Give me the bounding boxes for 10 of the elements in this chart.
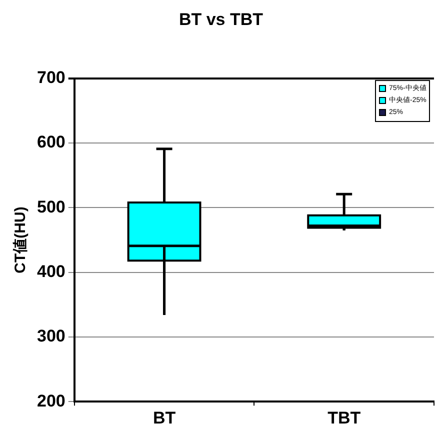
x-tick-label: BT (152, 408, 176, 428)
y-tick-label: 400 (36, 262, 66, 282)
y-tick-label: 600 (36, 132, 66, 152)
y-tick-label: 700 (36, 68, 66, 88)
y-axis-title: CT値(HU) (12, 206, 30, 274)
y-tick-label: 500 (36, 197, 66, 216)
chart-title: BT vs TBT (178, 10, 264, 29)
y-tick-label: 200 (36, 391, 66, 410)
x-tick-label: TBT (328, 408, 362, 428)
y-tick-label: 300 (36, 326, 66, 346)
